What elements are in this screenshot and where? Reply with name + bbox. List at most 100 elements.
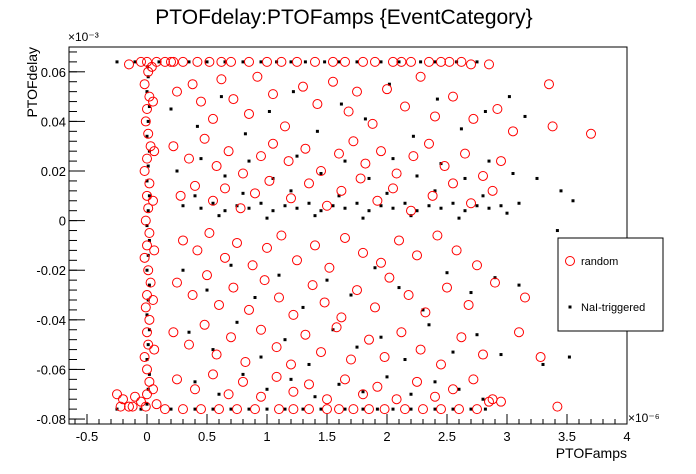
random-point bbox=[208, 369, 218, 380]
random-point bbox=[264, 175, 275, 186]
random-point bbox=[160, 56, 170, 67]
nai-triggered-point bbox=[391, 407, 395, 411]
nai-triggered-point bbox=[211, 407, 215, 411]
nai-triggered-point bbox=[147, 105, 151, 109]
random-point bbox=[406, 56, 416, 67]
random-point bbox=[140, 302, 151, 313]
random-point bbox=[336, 185, 347, 196]
nai-triggered-point bbox=[313, 214, 317, 218]
y-tick-label: 0.02 bbox=[41, 164, 66, 179]
nai-triggered-point bbox=[139, 407, 143, 411]
nai-triggered-point bbox=[283, 338, 287, 342]
nai-triggered-point bbox=[499, 353, 503, 357]
nai-triggered-point bbox=[211, 348, 215, 352]
random-point bbox=[547, 121, 558, 132]
nai-triggered-point bbox=[433, 407, 437, 411]
nai-triggered-point bbox=[193, 380, 197, 384]
x-tick-label: 3 bbox=[503, 429, 510, 444]
nai-triggered-point bbox=[195, 124, 199, 128]
random-point bbox=[262, 56, 272, 67]
random-point bbox=[466, 59, 476, 70]
random-point bbox=[144, 91, 155, 102]
random-point bbox=[148, 384, 158, 395]
nai-triggered-point bbox=[146, 164, 150, 168]
random-point bbox=[143, 339, 154, 350]
random-point bbox=[358, 56, 368, 67]
y-tick-label: 0.04 bbox=[41, 114, 66, 129]
random-point bbox=[456, 332, 467, 343]
random-point bbox=[307, 280, 318, 291]
nai-triggered-point bbox=[205, 288, 209, 292]
random-point bbox=[280, 121, 290, 132]
random-point bbox=[118, 394, 128, 405]
random-point bbox=[142, 364, 152, 375]
nai-triggered-point bbox=[463, 209, 467, 213]
random-point bbox=[379, 352, 390, 363]
random-point bbox=[372, 381, 383, 392]
random-point bbox=[208, 113, 218, 124]
nai-triggered-point bbox=[361, 407, 365, 411]
y-tick-label: -0.02 bbox=[36, 263, 66, 278]
random-point bbox=[372, 195, 383, 206]
chart-title: PTOFdelay:PTOFamps {EventCategory} bbox=[155, 6, 532, 29]
nai-triggered-point bbox=[535, 176, 539, 180]
x-tick-label: 1.5 bbox=[318, 429, 336, 444]
random-point bbox=[400, 404, 410, 415]
random-point bbox=[436, 359, 446, 370]
random-point bbox=[143, 203, 154, 214]
random-point bbox=[214, 404, 224, 415]
nai-triggered-point bbox=[487, 159, 491, 163]
random-point bbox=[484, 396, 494, 407]
random-point bbox=[142, 389, 152, 400]
random-point bbox=[478, 349, 488, 360]
random-point bbox=[454, 404, 464, 415]
nai-triggered-point bbox=[435, 97, 439, 101]
nai-triggered-point bbox=[223, 209, 227, 213]
nai-triggered-point bbox=[427, 323, 431, 327]
nai-triggered-point bbox=[133, 60, 137, 64]
random-point bbox=[448, 91, 458, 102]
random-point bbox=[238, 168, 248, 179]
random-point bbox=[271, 371, 282, 382]
random-point bbox=[232, 237, 242, 248]
nai-triggered-point bbox=[145, 179, 149, 183]
random-point bbox=[151, 56, 162, 67]
nai-triggered-point bbox=[283, 407, 287, 411]
nai-triggered-point bbox=[223, 60, 227, 64]
nai-triggered-point bbox=[391, 206, 395, 210]
random-point bbox=[151, 399, 162, 410]
nai-triggered-point bbox=[469, 407, 473, 411]
nai-triggered-point bbox=[355, 345, 359, 349]
nai-triggered-point bbox=[169, 407, 173, 411]
legend-marker-nai-triggered bbox=[568, 305, 572, 309]
nai-triggered-point bbox=[243, 132, 247, 136]
plot-area bbox=[112, 56, 596, 415]
legend-marker-random bbox=[565, 256, 575, 266]
x-tick-label: 1 bbox=[263, 429, 270, 444]
nai-triggered-point bbox=[415, 209, 419, 213]
nai-triggered-point bbox=[517, 283, 521, 287]
nai-triggered-point bbox=[385, 375, 389, 379]
random-point bbox=[448, 178, 458, 189]
random-point bbox=[451, 245, 462, 256]
random-point bbox=[436, 404, 446, 415]
nai-triggered-point bbox=[315, 129, 319, 133]
nai-triggered-point bbox=[339, 102, 343, 106]
nai-triggered-point bbox=[469, 291, 473, 295]
random-point bbox=[396, 56, 407, 67]
random-point bbox=[112, 389, 122, 400]
x-tick-label: 2.5 bbox=[438, 429, 456, 444]
random-point bbox=[331, 322, 342, 333]
random-point bbox=[199, 319, 210, 330]
nai-triggered-point bbox=[235, 320, 239, 324]
random-point bbox=[439, 161, 450, 172]
random-point bbox=[456, 56, 467, 67]
random-point bbox=[139, 79, 150, 90]
nai-triggered-point bbox=[145, 358, 149, 362]
random-point bbox=[142, 240, 152, 251]
random-point bbox=[148, 294, 158, 305]
random-point bbox=[145, 141, 156, 152]
random-point bbox=[544, 79, 554, 90]
random-point bbox=[388, 183, 398, 194]
random-point bbox=[376, 146, 386, 157]
